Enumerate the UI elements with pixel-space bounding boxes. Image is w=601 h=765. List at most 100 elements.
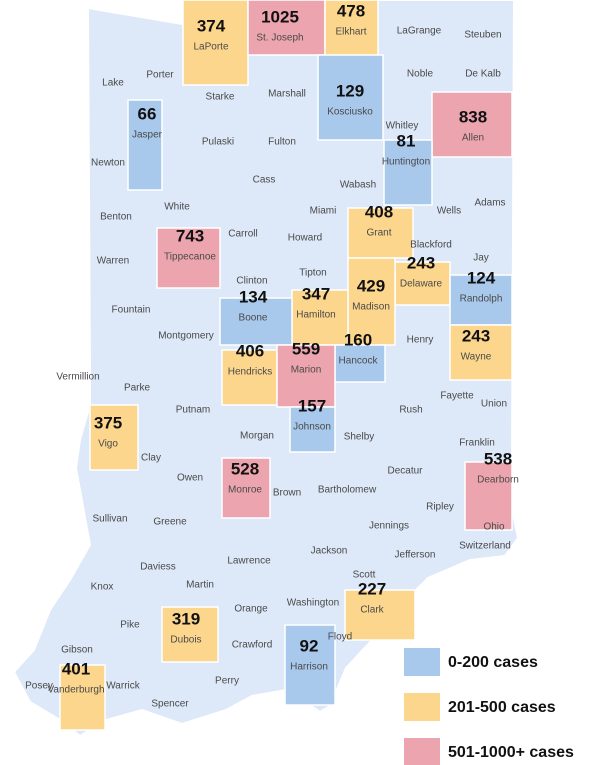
county-cases: 66 [138,104,157,123]
county-name: Benton [100,212,132,223]
county-region [284,624,336,706]
county-name: Clay [141,453,161,464]
county-region [383,139,433,206]
county-name: Huntington [382,157,430,168]
county-cases: 401 [62,659,90,678]
county-region [221,457,271,519]
county-cases: 134 [239,287,268,306]
county-name: Knox [91,582,114,593]
county-name: St. Joseph [256,33,303,44]
county-region [431,91,513,158]
county-cases: 538 [484,449,512,468]
county-name: Scott [353,570,376,581]
county-cases: 429 [357,276,385,295]
county-region [127,99,163,191]
county-cases: 81 [397,131,416,150]
county-name: Clinton [236,276,267,287]
county-region [464,461,513,531]
county-name: Kosciusko [327,107,373,118]
county-cases: 374 [197,16,226,35]
county-name: Vanderburgh [47,685,104,696]
county-cases: 559 [292,339,320,358]
county-name: Gibson [61,645,93,656]
county-region [344,589,416,641]
county-cases: 406 [236,341,264,360]
legend-swatch [404,648,440,676]
county-name: Montgomery [158,331,214,342]
county-region [449,324,513,381]
county-name: White [164,202,190,213]
county-region [347,207,414,259]
county-cases: 227 [358,579,386,598]
county-name: Starke [206,92,235,103]
county-name: Johnson [293,422,331,433]
county-cases: 408 [365,202,393,221]
county-name: Fountain [112,305,151,316]
county-name: Fayette [440,391,474,402]
county-name: Orange [234,604,268,615]
county-name: Grant [366,228,391,239]
county-name: Howard [288,233,322,244]
county-name: De Kalb [465,69,501,80]
county-name: Steuben [464,30,501,41]
legend-label: 201-500 cases [448,699,556,716]
county-cases: 319 [172,609,200,628]
county-name: Allen [462,133,484,144]
county-cases: 347 [302,284,330,303]
county-name: Union [481,399,507,410]
county-cases: 743 [176,226,204,245]
county-name: Wabash [340,180,376,191]
county-region [219,297,293,346]
county-region [324,0,379,61]
county-name: Switzerland [459,541,511,552]
legend-swatch [404,738,440,765]
county-name: Bartholomew [318,485,377,496]
county-name: Marshall [268,89,306,100]
county-cases: 528 [231,459,259,478]
county-cases: 1025 [261,7,299,26]
county-name: Owen [177,473,203,484]
county-name: Vigo [98,439,118,450]
county-name: Boone [239,313,268,324]
county-name: Warren [97,256,129,267]
county-cases: 157 [298,396,326,415]
county-name: Hendricks [228,367,272,378]
county-region [394,261,451,306]
legend: 0-200 cases 201-500 cases 501-1000+ cases [404,648,574,765]
county-name: Spencer [151,699,189,710]
county-name: Wayne [461,352,492,363]
county-name: Harrison [290,662,328,673]
county-name: Rush [399,405,422,416]
county-name: Perry [215,676,239,687]
county-name: Madison [352,302,390,313]
county-cases: 243 [462,326,490,345]
county-region [334,344,386,383]
county-name: Shelby [344,432,375,443]
county-name: Jay [473,253,489,264]
county-name: Carroll [228,229,257,240]
county-name: Putnam [176,405,210,416]
shaded-counties [59,0,513,731]
county-name: Dubois [170,635,201,646]
county-cases: 375 [94,413,122,432]
county-name: Lake [102,78,124,89]
county-name: Randolph [460,294,503,305]
county-name: Noble [407,69,434,80]
county-name: Jasper [132,130,163,141]
county-name: Newton [91,158,125,169]
county-name: Jennings [369,521,409,532]
county-name: Porter [146,70,174,81]
county-region [291,289,349,346]
county-name: Martin [186,580,214,591]
county-name: Sullivan [92,514,127,525]
county-name: Jefferson [395,550,436,561]
county-name: Tipton [299,268,326,279]
county-name: Pike [120,620,140,631]
county-cases: 92 [300,636,319,655]
county-name: Fulton [268,137,296,148]
county-name: Tippecanoe [164,252,216,263]
county-name: Ripley [426,502,454,513]
county-name: Warrick [106,681,141,692]
county-name: Wells [437,206,461,217]
